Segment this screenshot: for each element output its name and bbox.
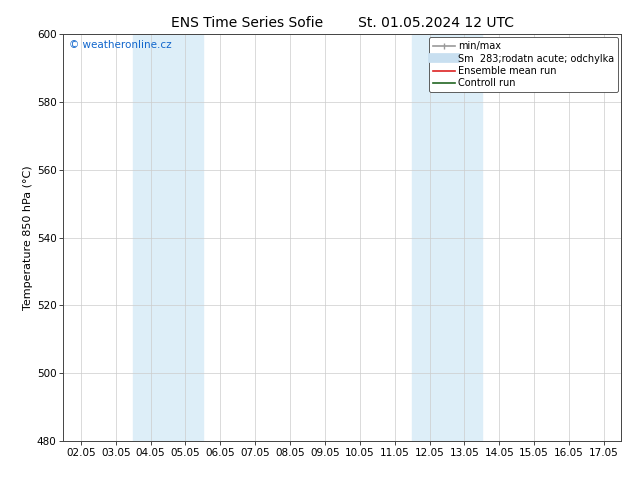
Y-axis label: Temperature 850 hPa (°C): Temperature 850 hPa (°C) xyxy=(23,165,32,310)
Text: © weatheronline.cz: © weatheronline.cz xyxy=(69,40,172,50)
Bar xyxy=(412,34,482,441)
Bar xyxy=(133,34,203,441)
Title: ENS Time Series Sofie        St. 01.05.2024 12 UTC: ENS Time Series Sofie St. 01.05.2024 12 … xyxy=(171,16,514,30)
Legend: min/max, Sm  283;rodatn acute; odchylka, Ensemble mean run, Controll run: min/max, Sm 283;rodatn acute; odchylka, … xyxy=(429,37,618,92)
